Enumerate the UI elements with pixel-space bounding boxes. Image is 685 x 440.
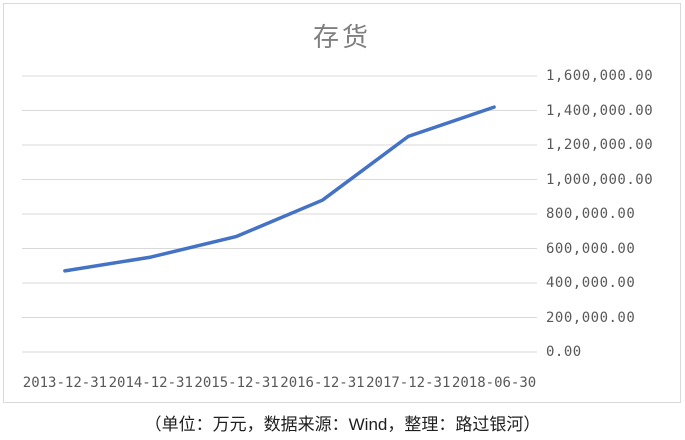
line-series (63, 105, 496, 273)
x-axis-tick-label: 2015-12-31 (194, 375, 279, 391)
source-note: （单位：万元，数据来源：Wind，整理：路过银河） (144, 415, 541, 434)
x-axis-tick-label: 2018-06-30 (451, 375, 537, 391)
x-axis-tick-label: 2016-12-31 (280, 375, 365, 391)
y-axis-tick-label: 1,000,000.00 (546, 171, 654, 188)
y-axis-tick-label: 0.00 (546, 344, 582, 360)
y-axis-tick-label: 400,000.00 (546, 275, 636, 291)
chart-title: 存货 (312, 23, 371, 53)
y-axis-tick-label: 1,600,000.00 (546, 68, 654, 84)
y-axis-tick-label: 600,000.00 (546, 240, 636, 257)
y-axis-tick-label: 1,200,000.00 (546, 137, 654, 153)
x-axis-tick-label: 2017-12-31 (366, 375, 451, 391)
chart-frame: 存货 0.00 200,000.00 400,000.00 600,000.00 800… (3, 3, 681, 403)
line-chart-plot (22, 75, 537, 353)
x-axis-tick-label: 2013-12-31 (22, 375, 108, 391)
y-axis-tick-label: 800,000.00 (546, 206, 636, 222)
y-axis-tick-label: 1,400,000.00 (546, 102, 654, 119)
y-axis-tick-label: 200,000.00 (546, 309, 636, 326)
x-axis-tick-label: 2014-12-31 (108, 375, 193, 391)
